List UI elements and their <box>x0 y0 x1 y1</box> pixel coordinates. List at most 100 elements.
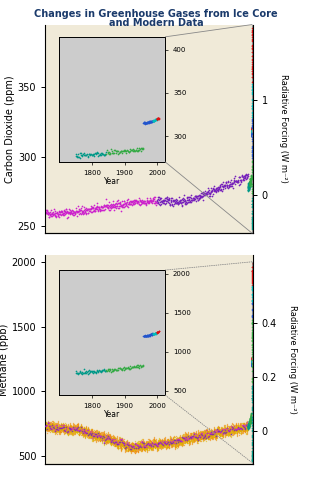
Point <box>211 185 216 192</box>
Point <box>54 428 59 436</box>
Point <box>248 414 253 422</box>
Point <box>77 431 82 438</box>
Point <box>148 441 153 449</box>
Point <box>247 418 252 426</box>
Point <box>48 424 53 432</box>
Point <box>166 440 171 448</box>
Point <box>114 436 119 443</box>
Point <box>162 438 167 446</box>
Point <box>141 436 146 444</box>
Point <box>139 442 144 450</box>
Point <box>125 443 130 451</box>
Point <box>119 437 124 445</box>
Point <box>52 430 57 437</box>
Point <box>76 426 81 434</box>
Point <box>72 423 77 431</box>
Point <box>129 447 134 455</box>
Point <box>104 435 109 442</box>
Point <box>47 421 52 429</box>
Point <box>250 314 255 322</box>
Point <box>68 208 73 216</box>
Point <box>222 426 227 434</box>
Point <box>66 427 71 435</box>
Point <box>53 422 58 430</box>
Point <box>64 424 69 432</box>
Point <box>238 426 243 434</box>
Point <box>197 432 202 439</box>
Point <box>246 423 251 431</box>
Point <box>142 446 147 454</box>
Point <box>178 436 183 443</box>
Point <box>74 426 79 434</box>
Point <box>182 436 187 444</box>
Point <box>46 422 51 430</box>
Point <box>66 429 71 437</box>
Point <box>225 428 230 436</box>
Point <box>155 195 160 203</box>
Point <box>179 432 184 440</box>
Point <box>183 437 188 445</box>
Point <box>174 439 179 447</box>
Point <box>152 440 157 448</box>
Point <box>116 435 121 443</box>
Point <box>163 443 168 451</box>
Point <box>127 148 132 156</box>
Point <box>247 184 252 191</box>
Point <box>249 131 254 138</box>
Point <box>224 428 229 436</box>
Point <box>124 437 129 445</box>
Point <box>190 196 195 204</box>
Point <box>250 326 255 334</box>
Point <box>148 118 153 126</box>
Point <box>213 429 218 437</box>
Point <box>250 127 255 135</box>
Point <box>240 423 245 431</box>
Point <box>195 435 200 443</box>
Point <box>157 443 162 451</box>
Point <box>118 148 123 156</box>
Point <box>146 442 151 450</box>
Point <box>196 433 201 441</box>
Point <box>172 437 177 445</box>
Point <box>174 436 179 444</box>
Point <box>138 362 143 370</box>
Point <box>61 424 66 432</box>
Point <box>162 440 167 448</box>
Point <box>240 422 245 430</box>
Point <box>250 377 255 384</box>
Point <box>94 149 99 157</box>
Point <box>154 199 159 207</box>
Point <box>203 430 208 438</box>
Point <box>138 442 143 450</box>
Point <box>250 396 255 404</box>
Point <box>164 442 169 450</box>
Point <box>240 422 245 430</box>
Point <box>250 354 255 362</box>
Point <box>137 445 142 453</box>
Point <box>234 429 239 436</box>
Point <box>106 433 111 441</box>
Point <box>49 425 54 433</box>
Point <box>118 435 123 443</box>
Point <box>212 430 217 437</box>
Point <box>107 435 112 443</box>
Point <box>187 434 192 442</box>
Point <box>144 119 149 127</box>
Point <box>171 439 176 447</box>
Point <box>135 436 140 444</box>
Point <box>250 56 255 64</box>
Point <box>136 444 141 452</box>
Point <box>149 442 154 450</box>
Point <box>74 428 79 436</box>
Point <box>250 130 255 138</box>
Point <box>141 441 146 449</box>
Point <box>250 398 255 406</box>
Point <box>250 283 255 291</box>
Point <box>206 433 211 441</box>
Point <box>140 436 145 444</box>
Point <box>46 419 51 427</box>
Point <box>72 425 77 433</box>
Point <box>250 355 255 363</box>
Point <box>213 432 218 439</box>
Point <box>119 439 124 447</box>
